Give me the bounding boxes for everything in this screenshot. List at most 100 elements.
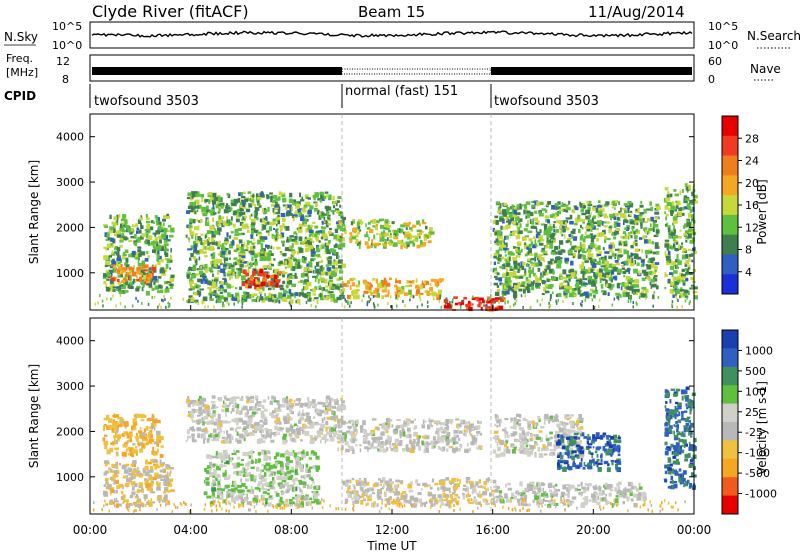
data-cell — [219, 202, 225, 207]
data-cell — [679, 292, 685, 298]
data-cell — [189, 411, 194, 415]
data-cell — [116, 253, 120, 256]
data-cell — [209, 468, 212, 473]
data-cell — [104, 445, 108, 450]
data-cell — [326, 267, 332, 271]
data-cell — [186, 272, 191, 275]
data-cell — [284, 501, 289, 504]
data-cell — [110, 264, 115, 267]
data-cell — [678, 207, 682, 211]
data-cell — [511, 204, 514, 210]
data-cell — [241, 258, 245, 262]
data-cell — [375, 278, 378, 284]
data-cell — [132, 418, 137, 423]
data-cell — [211, 455, 217, 459]
data-cell — [298, 248, 304, 253]
data-cell — [257, 295, 259, 299]
data-cell — [390, 305, 392, 308]
data-cell — [124, 305, 126, 309]
data-cell — [114, 265, 117, 270]
data-cell — [201, 197, 204, 203]
data-cell — [568, 278, 571, 282]
data-cell — [273, 400, 279, 403]
data-cell — [121, 269, 127, 273]
data-cell — [681, 276, 686, 279]
data-cell — [240, 211, 242, 216]
data-cell — [218, 421, 223, 427]
cpid-panel: CPID twofsound 3503 normal (fast) 151 tw… — [4, 84, 599, 109]
data-cell — [344, 229, 347, 235]
data-cell — [211, 237, 215, 242]
data-cell — [564, 220, 569, 224]
data-cell — [319, 427, 324, 432]
data-cell — [297, 208, 301, 213]
data-cell — [113, 469, 117, 474]
data-cell — [297, 292, 300, 296]
data-cell — [115, 503, 119, 508]
data-cell — [140, 280, 146, 286]
data-cell — [684, 268, 687, 271]
data-cell — [528, 238, 533, 242]
data-cell — [215, 418, 219, 421]
data-cell — [139, 436, 142, 439]
data-cell — [286, 413, 290, 418]
data-cell — [518, 276, 524, 279]
data-cell — [587, 206, 591, 212]
data-cell — [377, 283, 382, 288]
data-cell — [281, 194, 286, 197]
data-cell — [154, 232, 157, 237]
data-cell — [307, 405, 312, 409]
data-cell — [535, 228, 538, 233]
data-cell — [295, 259, 300, 263]
data-cell — [669, 288, 675, 294]
data-cell — [272, 295, 274, 299]
data-cell — [157, 255, 162, 260]
data-cell — [276, 421, 281, 425]
data-cell — [137, 443, 141, 447]
data-cell — [231, 296, 234, 300]
data-cell — [501, 299, 505, 302]
data-cell — [522, 261, 526, 266]
data-cell — [402, 300, 404, 303]
data-cell — [258, 424, 262, 428]
data-cell — [670, 245, 674, 250]
data-cell — [690, 214, 694, 218]
data-cell — [373, 304, 375, 308]
data-cell — [267, 287, 272, 291]
data-cell — [111, 221, 116, 225]
data-cell — [330, 282, 334, 288]
data-cell — [634, 279, 640, 284]
data-cell — [161, 462, 165, 465]
data-cell — [346, 284, 349, 287]
data-cell — [243, 437, 246, 442]
data-cell — [242, 199, 247, 205]
data-cell — [306, 266, 309, 269]
data-cell — [109, 226, 114, 231]
data-cell — [517, 268, 520, 274]
data-cell — [526, 246, 530, 250]
data-cell — [651, 283, 657, 288]
data-cell — [109, 492, 112, 496]
data-cell — [94, 302, 97, 306]
data-cell — [412, 224, 416, 228]
data-cell — [267, 396, 270, 400]
data-cell — [279, 427, 284, 430]
data-cell — [141, 233, 146, 238]
data-cell — [255, 411, 259, 414]
data-cell — [321, 226, 327, 230]
data-cell — [246, 396, 251, 402]
data-cell — [133, 475, 136, 480]
data-cell — [268, 226, 273, 232]
data-cell — [321, 418, 324, 423]
data-cell — [599, 208, 605, 212]
data-cell — [366, 303, 369, 307]
data-cell — [588, 247, 593, 250]
data-cell — [338, 238, 343, 243]
data-cell — [263, 458, 268, 462]
data-cell — [138, 229, 142, 234]
data-cell — [115, 286, 121, 289]
data-cell — [302, 423, 306, 428]
data-cell — [570, 272, 576, 278]
data-cell — [495, 250, 499, 255]
data-cell — [334, 285, 340, 290]
